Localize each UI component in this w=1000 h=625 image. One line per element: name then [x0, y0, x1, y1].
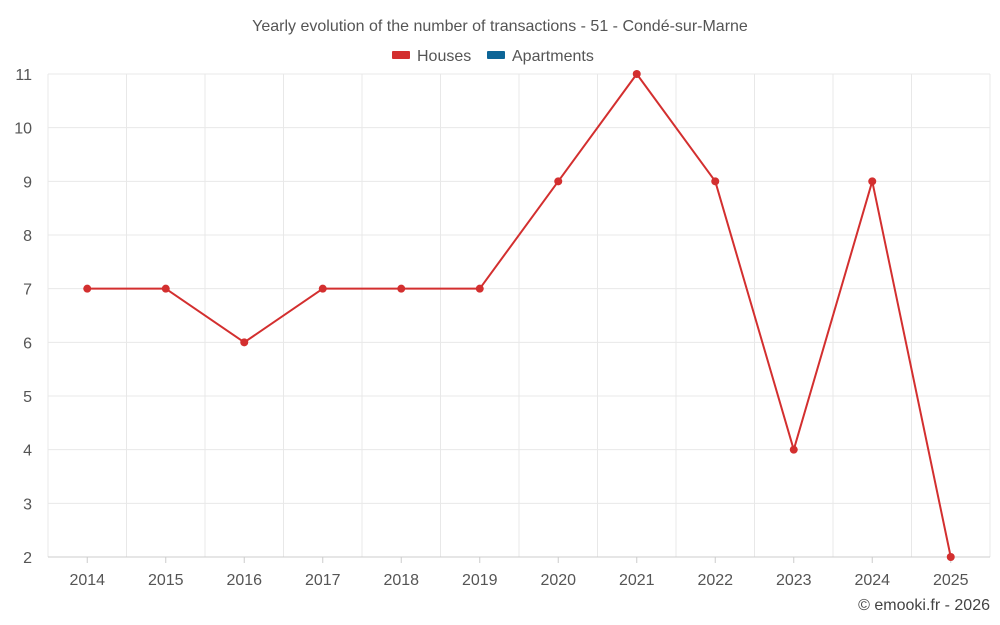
- legend: Houses Apartments: [392, 48, 594, 65]
- data-point-2014[interactable]: [83, 284, 92, 293]
- y-tick-label: 11: [15, 67, 32, 84]
- y-tick-label: 6: [23, 335, 32, 352]
- legend-label-houses: Houses: [417, 48, 471, 65]
- legend-label-apartments: Apartments: [512, 48, 594, 65]
- x-tick-label: 2020: [540, 572, 576, 589]
- chart-title: Yearly evolution of the number of transa…: [252, 18, 748, 35]
- x-tick-label: 2025: [933, 572, 969, 589]
- y-axis: 2 3 4 5 6 7 8 9 10 11: [14, 67, 32, 567]
- x-tick-label: 2021: [619, 572, 655, 589]
- x-tick-label: 2016: [226, 572, 262, 589]
- series-line-houses: [87, 73, 952, 558]
- x-tick-label: 2017: [305, 572, 341, 589]
- y-tick-label: 8: [23, 228, 32, 245]
- data-point-2018[interactable]: [397, 284, 406, 293]
- legend-swatch-apartments: [487, 51, 505, 59]
- x-tick-label: 2019: [462, 572, 498, 589]
- data-point-2017[interactable]: [318, 284, 327, 293]
- data-point-2015[interactable]: [161, 284, 170, 293]
- x-tick-label: 2022: [697, 572, 733, 589]
- x-tick-label: 2024: [854, 572, 890, 589]
- data-point-2016[interactable]: [240, 338, 249, 347]
- series-houses: [83, 70, 955, 561]
- credit-text: © emooki.fr - 2026: [858, 597, 990, 614]
- legend-item-houses[interactable]: Houses: [392, 48, 471, 65]
- x-tick-label: 2015: [148, 572, 184, 589]
- data-point-2022[interactable]: [711, 177, 720, 186]
- legend-item-apartments[interactable]: Apartments: [487, 48, 594, 65]
- data-point-2019[interactable]: [475, 284, 484, 293]
- y-tick-label: 7: [23, 282, 32, 299]
- data-point-2024[interactable]: [868, 177, 877, 186]
- y-tick-label: 10: [14, 121, 32, 138]
- data-point-2025[interactable]: [946, 553, 955, 561]
- x-tick-label: 2023: [776, 572, 812, 589]
- legend-swatch-houses: [392, 51, 410, 59]
- y-tick-label: 5: [23, 389, 32, 406]
- grid: [47, 73, 991, 558]
- y-tick-label: 9: [23, 174, 32, 191]
- data-point-2021[interactable]: [632, 70, 641, 78]
- y-tick-label: 3: [23, 496, 32, 513]
- y-tick-label: 4: [23, 443, 32, 460]
- x-tick-label: 2014: [69, 572, 105, 589]
- data-point-2020[interactable]: [554, 177, 563, 186]
- x-axis: 2014 2015 2016 2017 2018 2019 2020 2021 2022 2023…: [48, 556, 990, 589]
- data-point-2023[interactable]: [789, 445, 798, 454]
- y-tick-label: 2: [23, 550, 32, 567]
- x-tick-label: 2018: [383, 572, 419, 589]
